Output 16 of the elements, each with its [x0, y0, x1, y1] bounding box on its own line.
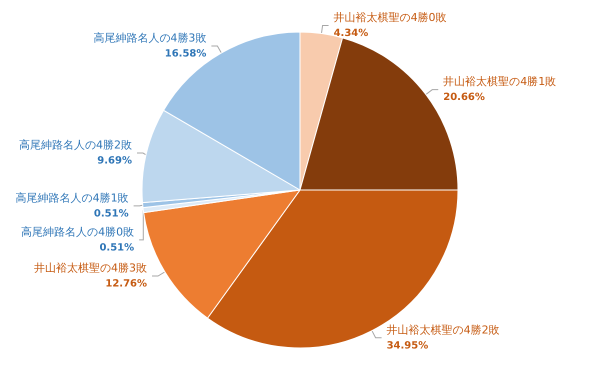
slice-label: 井山裕太棋聖の4勝0敗 [334, 11, 447, 24]
data-label: 20.66% [443, 92, 485, 104]
slice-label: 高尾紳路名人の4勝2敗 [18, 138, 132, 152]
data-label: 16.58% [164, 48, 206, 60]
data-label: 4.34% [334, 28, 368, 40]
slice-label: 高尾紳路名人の4勝3敗 [93, 32, 206, 45]
slice-label: 高尾紳路名人の4勝0敗 [21, 225, 134, 238]
slice-label: 井山裕太棋聖の4勝3敗 [34, 262, 148, 275]
slice-label: 井山裕太棋聖の4勝2敗 [386, 323, 500, 336]
data-label: 0.51% [94, 208, 129, 220]
slice-label: 高尾紳路名人の4勝1敗 [16, 191, 129, 204]
slice-label: 井山裕太棋聖の4勝1敗 [443, 75, 556, 88]
data-label: 12.76% [105, 278, 148, 290]
data-label: 0.51% [99, 242, 134, 254]
data-label: 9.69% [97, 156, 132, 167]
data-label: 34.95% [386, 340, 428, 352]
